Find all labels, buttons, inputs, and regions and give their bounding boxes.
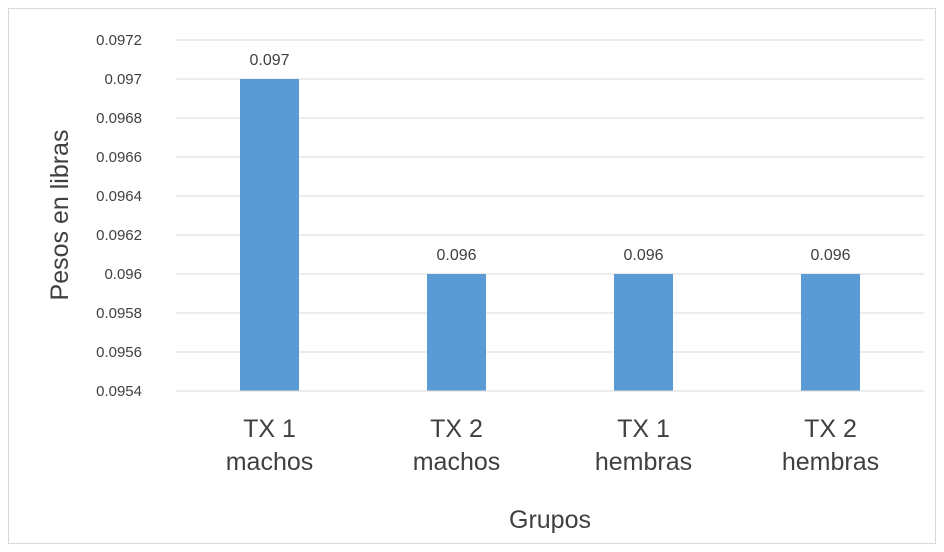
data-label: 0.097 xyxy=(249,52,289,69)
y-tick-label: 0.0956 xyxy=(96,344,142,361)
gridlines xyxy=(176,39,924,353)
bars xyxy=(240,79,860,391)
y-tick-label: 0.0962 xyxy=(96,227,142,244)
data-label: 0.096 xyxy=(810,247,850,264)
y-tick-label: 0.096 xyxy=(104,266,142,283)
y-tick-label: 0.0958 xyxy=(96,305,142,322)
data-labels: 0.097 0.096 0.096 0.096 xyxy=(249,52,850,264)
x-category-label-line: TX 2 xyxy=(430,415,483,443)
x-category-label-line: hembras xyxy=(595,448,692,476)
x-axis-title: Grupos xyxy=(509,506,591,534)
x-category-label: TX 2 hembras xyxy=(782,415,879,476)
data-label: 0.096 xyxy=(623,247,663,264)
bar xyxy=(614,274,673,391)
x-category-label-line: TX 2 xyxy=(804,415,857,443)
y-tick-label: 0.0966 xyxy=(96,149,142,166)
y-axis-ticks: 0.0954 0.0956 0.0958 0.096 0.0962 0.0964 0.096… xyxy=(96,32,142,400)
data-label: 0.096 xyxy=(436,247,476,264)
bar xyxy=(240,79,299,391)
x-category-label-line: TX 1 xyxy=(617,415,670,443)
bar xyxy=(801,274,860,391)
y-tick-label: 0.0972 xyxy=(96,32,142,49)
bar xyxy=(427,274,486,391)
x-category-label: TX 1 machos xyxy=(226,415,314,476)
x-category-label: TX 2 machos xyxy=(413,415,501,476)
y-tick-label: 0.0964 xyxy=(96,188,142,205)
y-axis-title: Pesos en libras xyxy=(46,130,74,301)
x-axis-categories: TX 1 machos TX 2 machos TX 1 hembras TX 2 hembr… xyxy=(226,415,879,476)
y-tick-label: 0.097 xyxy=(104,71,142,88)
x-category-label-line: hembras xyxy=(782,448,879,476)
y-tick-label: 0.0954 xyxy=(96,383,142,400)
y-tick-label: 0.0968 xyxy=(96,110,142,127)
x-category-label-line: machos xyxy=(413,448,501,476)
x-category-label-line: TX 1 xyxy=(243,415,296,443)
x-category-label-line: machos xyxy=(226,448,314,476)
x-category-label: TX 1 hembras xyxy=(595,415,692,476)
